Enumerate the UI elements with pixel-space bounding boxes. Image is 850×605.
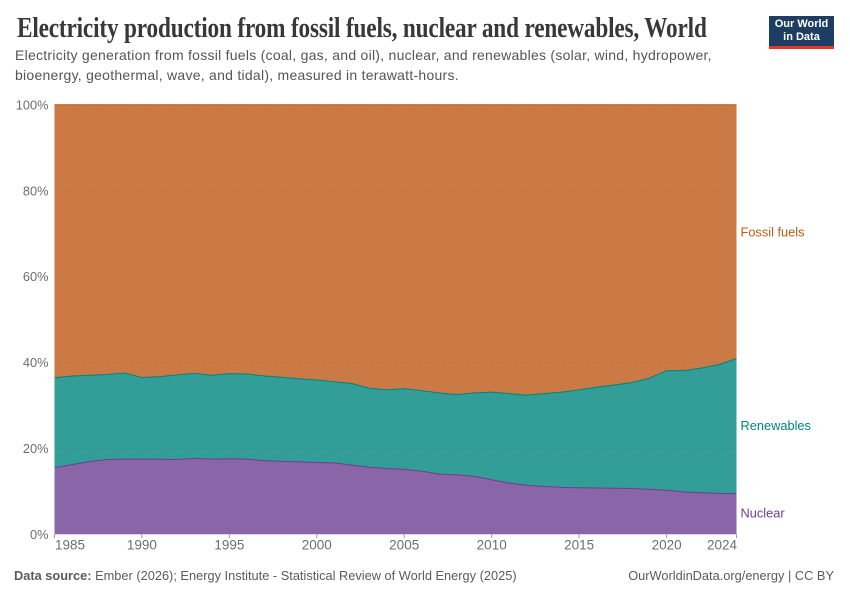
svg-text:2000: 2000 <box>302 538 332 553</box>
svg-text:2024: 2024 <box>707 538 738 553</box>
svg-text:20%: 20% <box>23 441 49 456</box>
svg-text:1985: 1985 <box>55 538 85 553</box>
svg-text:2020: 2020 <box>652 538 682 553</box>
svg-text:2010: 2010 <box>477 538 507 553</box>
svg-text:Fossil fuels: Fossil fuels <box>741 225 805 240</box>
svg-text:0%: 0% <box>30 527 49 542</box>
svg-text:2005: 2005 <box>389 538 419 553</box>
svg-text:Renewables: Renewables <box>741 418 811 433</box>
svg-text:Nuclear: Nuclear <box>741 506 786 521</box>
svg-text:1990: 1990 <box>127 538 157 553</box>
svg-text:80%: 80% <box>23 183 49 198</box>
svg-text:1995: 1995 <box>214 538 244 553</box>
svg-text:2015: 2015 <box>564 538 594 553</box>
svg-text:100%: 100% <box>16 97 49 112</box>
svg-text:40%: 40% <box>23 355 49 370</box>
svg-text:60%: 60% <box>23 269 49 284</box>
